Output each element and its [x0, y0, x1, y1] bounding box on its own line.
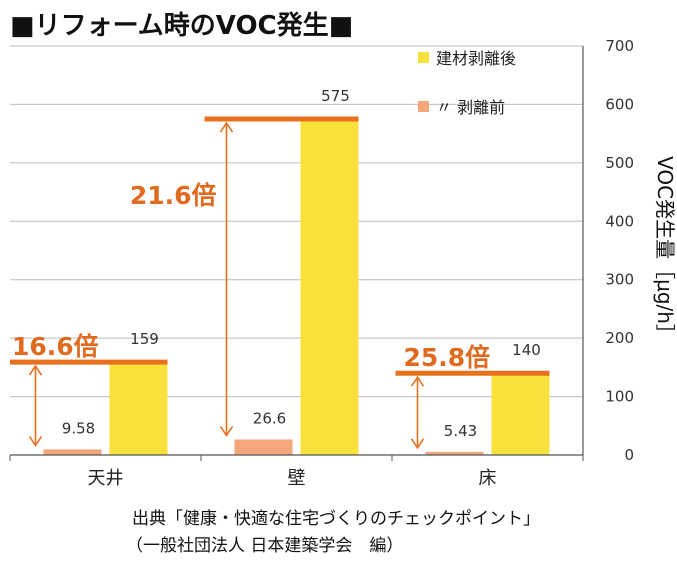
ratio-arrowhead-down — [28, 435, 43, 447]
ratio-label: 25.8倍 — [404, 343, 491, 372]
bar-before — [234, 439, 293, 455]
y-tick-label: 500 — [605, 154, 634, 172]
value-label-before: 9.58 — [62, 419, 95, 437]
category-label: 壁 — [288, 468, 306, 489]
bar-before — [43, 449, 102, 455]
legend: 建材剥離後〃 剥離前 — [418, 49, 516, 117]
grid — [10, 45, 583, 398]
y-tick-label: 700 — [605, 37, 634, 55]
y-tick-label: 300 — [605, 271, 634, 289]
bars: 9.58 159 26.6 575 5.43 140 — [43, 87, 550, 456]
legend-entry: 建材剥離後 — [436, 49, 516, 68]
value-label-after: 159 — [130, 330, 159, 348]
ratio-arrowhead-up — [410, 375, 425, 387]
legend-swatch — [418, 101, 429, 112]
y-tick-label: 0 — [624, 446, 634, 464]
legend-entry: 〃 剥離前 — [436, 98, 505, 117]
value-label-before: 26.6 — [253, 409, 286, 427]
y-axis: 0 100 200 300 400 500 600 700 天井 壁 床 — [9, 37, 634, 489]
y-tick-label: 400 — [605, 212, 634, 230]
category-label: 天井 — [88, 468, 124, 489]
category-label: 床 — [479, 468, 497, 489]
value-label-before: 5.43 — [444, 422, 477, 440]
bar-after — [491, 373, 550, 455]
ratio-arrowhead-up — [219, 121, 234, 133]
ratio-label: 21.6倍 — [130, 181, 217, 210]
source-line-2: （一般社団法人 日本建築学会 編） — [126, 536, 403, 556]
y-axis-label: VOC発生量［μg/h］ — [653, 156, 677, 344]
annotations: 16.6倍 21.6倍 25.8倍 — [10, 116, 550, 450]
y-tick-label: 600 — [605, 95, 634, 113]
bar-before — [425, 451, 484, 455]
ratio-arrowhead-up — [28, 364, 43, 376]
value-label-after: 575 — [321, 87, 350, 105]
ratio-arrowhead-down — [410, 438, 425, 450]
y-tick-label: 100 — [605, 388, 634, 406]
source-line-1: 出典「健康・快適な住宅づくりのチェックポイント」 — [132, 509, 540, 529]
bar-after — [109, 362, 168, 455]
bar-after — [300, 119, 359, 456]
value-label-after: 140 — [512, 341, 541, 359]
chart-title: ■リフォーム時のVOC発生■ — [10, 11, 353, 41]
legend-swatch — [418, 52, 429, 63]
y-tick-label: 200 — [605, 329, 634, 347]
ratio-arrowhead-down — [219, 426, 234, 437]
ratio-label: 16.6倍 — [12, 332, 99, 361]
